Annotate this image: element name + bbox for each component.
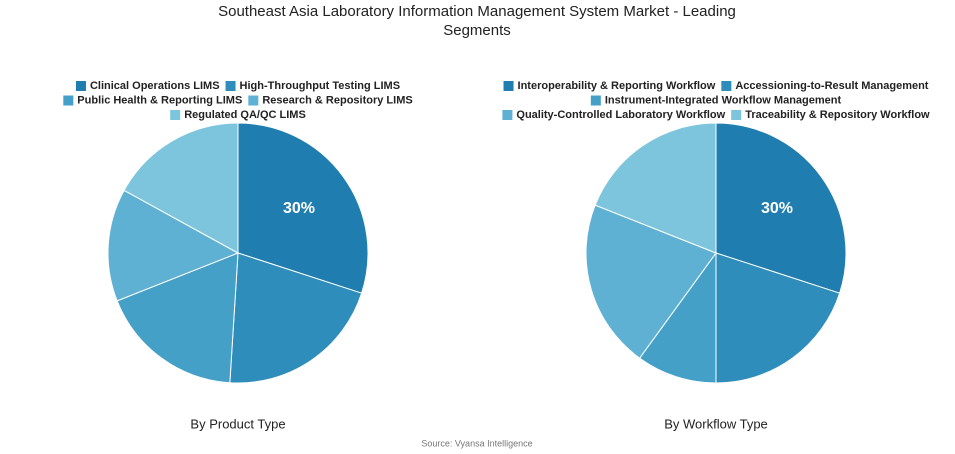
chart-title: Southeast Asia Laboratory Information Ma… — [218, 3, 736, 39]
pie-slice — [585, 204, 717, 359]
pie-slice — [107, 189, 240, 302]
pie-slice — [715, 122, 847, 294]
value-label: 30% — [761, 200, 793, 217]
chart-subtitle: By Workflow Type — [664, 416, 768, 431]
legend-swatch — [590, 95, 601, 106]
pie-slice — [116, 252, 239, 384]
legend-row: Instrument-Integrated Workflow Managemen… — [590, 94, 842, 106]
pie-slice — [594, 122, 717, 254]
legend-swatch — [503, 81, 514, 91]
legend-label: Clinical Operations LIMS — [90, 80, 220, 92]
legend-swatch — [63, 95, 74, 106]
source: Source: Vyansa Intelligence — [421, 438, 532, 448]
chart-subtitle: By Product Type — [190, 416, 285, 431]
legend-row: Regulated QA/QC LIMS — [170, 109, 306, 121]
pie-slice — [229, 252, 363, 384]
legend-label: Traceability & Repository Workflow — [745, 109, 930, 121]
legend-label: Interoperability & Reporting Workflow — [518, 80, 716, 92]
legend-row: Public Health & Reporting LIMS Research &… — [63, 94, 413, 106]
legend-row: Clinical Operations LIMS High-Throughput … — [75, 80, 400, 92]
legend-label: Public Health & Reporting LIMS — [77, 94, 242, 106]
pie-slice — [715, 252, 841, 384]
legend-label: Instrument-Integrated Workflow Managemen… — [605, 94, 842, 106]
legend-swatch — [75, 81, 86, 91]
legend-swatch — [502, 110, 513, 120]
legend-label: Regulated QA/QC LIMS — [184, 109, 306, 121]
legend-swatch — [225, 81, 236, 91]
legend-row: Interoperability & Reporting Workflow Acc… — [503, 80, 929, 92]
pie-slice — [123, 122, 239, 254]
pie-slice — [638, 251, 717, 384]
legend-label: Accessioning-to-Result Management — [735, 80, 928, 92]
legend-swatch — [731, 110, 742, 120]
legend-swatch — [721, 81, 732, 91]
value-label: 30% — [283, 200, 315, 217]
legend-label: Quality-Controlled Laboratory Workflow — [516, 109, 725, 121]
legend-row: Quality-Controlled Laboratory Workflow Tr… — [502, 109, 930, 121]
legend-label: High-Throughput Testing LIMS — [240, 80, 400, 92]
legend-swatch — [170, 110, 181, 120]
pie-slice — [237, 122, 369, 294]
legend-label: Research & Repository LIMS — [262, 94, 412, 106]
legend-swatch — [248, 95, 259, 106]
